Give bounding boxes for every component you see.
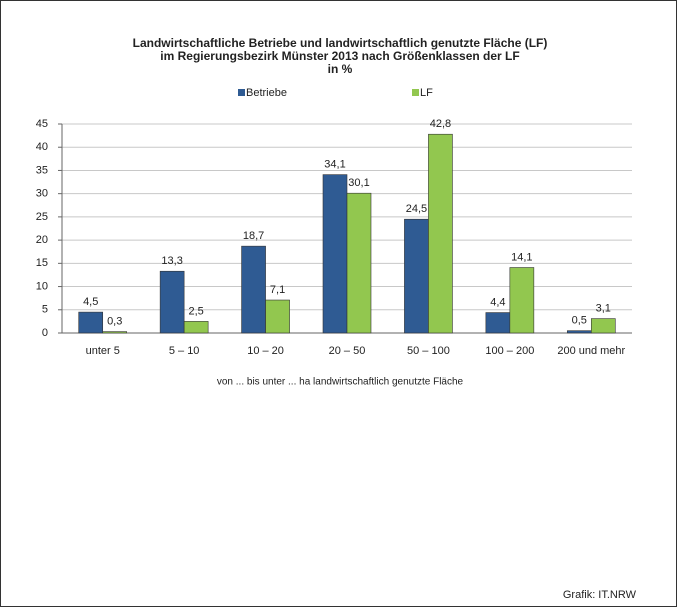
bar — [509, 267, 535, 334]
bar — [485, 312, 511, 334]
source: Grafik: IT.NRW — [563, 589, 637, 601]
y-tick-label: 0 — [42, 327, 48, 339]
data-label: 0,3 — [107, 316, 122, 328]
x-tick-label: 10 – 20 — [247, 345, 284, 357]
y-tick-label: 40 — [36, 141, 48, 153]
data-label: 2,5 — [188, 305, 203, 317]
legend-label: LF — [420, 87, 433, 99]
chart-title: im Regierungsbezirk Münster 2013 nach Gr… — [160, 49, 519, 63]
data-label: 4,4 — [490, 296, 505, 308]
bar — [566, 330, 592, 334]
data-label: 34,1 — [324, 159, 345, 171]
data-label: 0,5 — [572, 315, 587, 327]
y-tick-label: 10 — [36, 280, 48, 292]
data-label: 14,1 — [511, 251, 532, 263]
legend-label: Betriebe — [246, 87, 287, 99]
x-tick-label: unter 5 — [86, 345, 120, 357]
y-tick-label: 25 — [36, 211, 48, 223]
bar — [159, 270, 185, 334]
chart-title: in % — [328, 62, 353, 76]
data-label: 13,3 — [161, 255, 182, 267]
bar — [78, 311, 104, 334]
legend-swatch — [238, 89, 245, 96]
legend-swatch — [412, 89, 419, 96]
data-label: 3,1 — [596, 303, 611, 315]
bar — [404, 218, 429, 334]
data-label: 30,1 — [348, 177, 369, 189]
x-tick-label: 200 und mehr — [557, 345, 625, 357]
data-label: 7,1 — [270, 284, 285, 296]
bar — [102, 331, 128, 334]
x-axis-label: von ... bis unter ... ha landwirtschaftl… — [217, 377, 464, 388]
bar — [346, 192, 372, 334]
y-tick-label: 15 — [36, 257, 48, 269]
bar — [322, 174, 348, 334]
x-tick-label: 5 – 10 — [169, 345, 200, 357]
data-label: 24,5 — [406, 203, 427, 215]
bar — [241, 245, 266, 334]
y-tick-label: 30 — [36, 188, 48, 200]
x-tick-label: 20 – 50 — [329, 345, 366, 357]
bar — [265, 299, 290, 334]
x-tick-label: 50 – 100 — [407, 345, 450, 357]
y-tick-label: 20 — [36, 234, 48, 246]
chart-title: Landwirtschaftliche Betriebe und landwir… — [133, 36, 548, 50]
data-label: 42,8 — [430, 118, 451, 130]
bar — [183, 321, 209, 334]
data-label: 18,7 — [243, 230, 264, 242]
y-tick-label: 45 — [36, 118, 48, 130]
bar — [428, 133, 453, 334]
y-tick-label: 35 — [36, 164, 48, 176]
x-tick-label: 100 – 200 — [485, 345, 534, 357]
data-label: 4,5 — [83, 296, 98, 308]
y-tick-label: 5 — [42, 304, 48, 316]
bar — [590, 318, 616, 334]
